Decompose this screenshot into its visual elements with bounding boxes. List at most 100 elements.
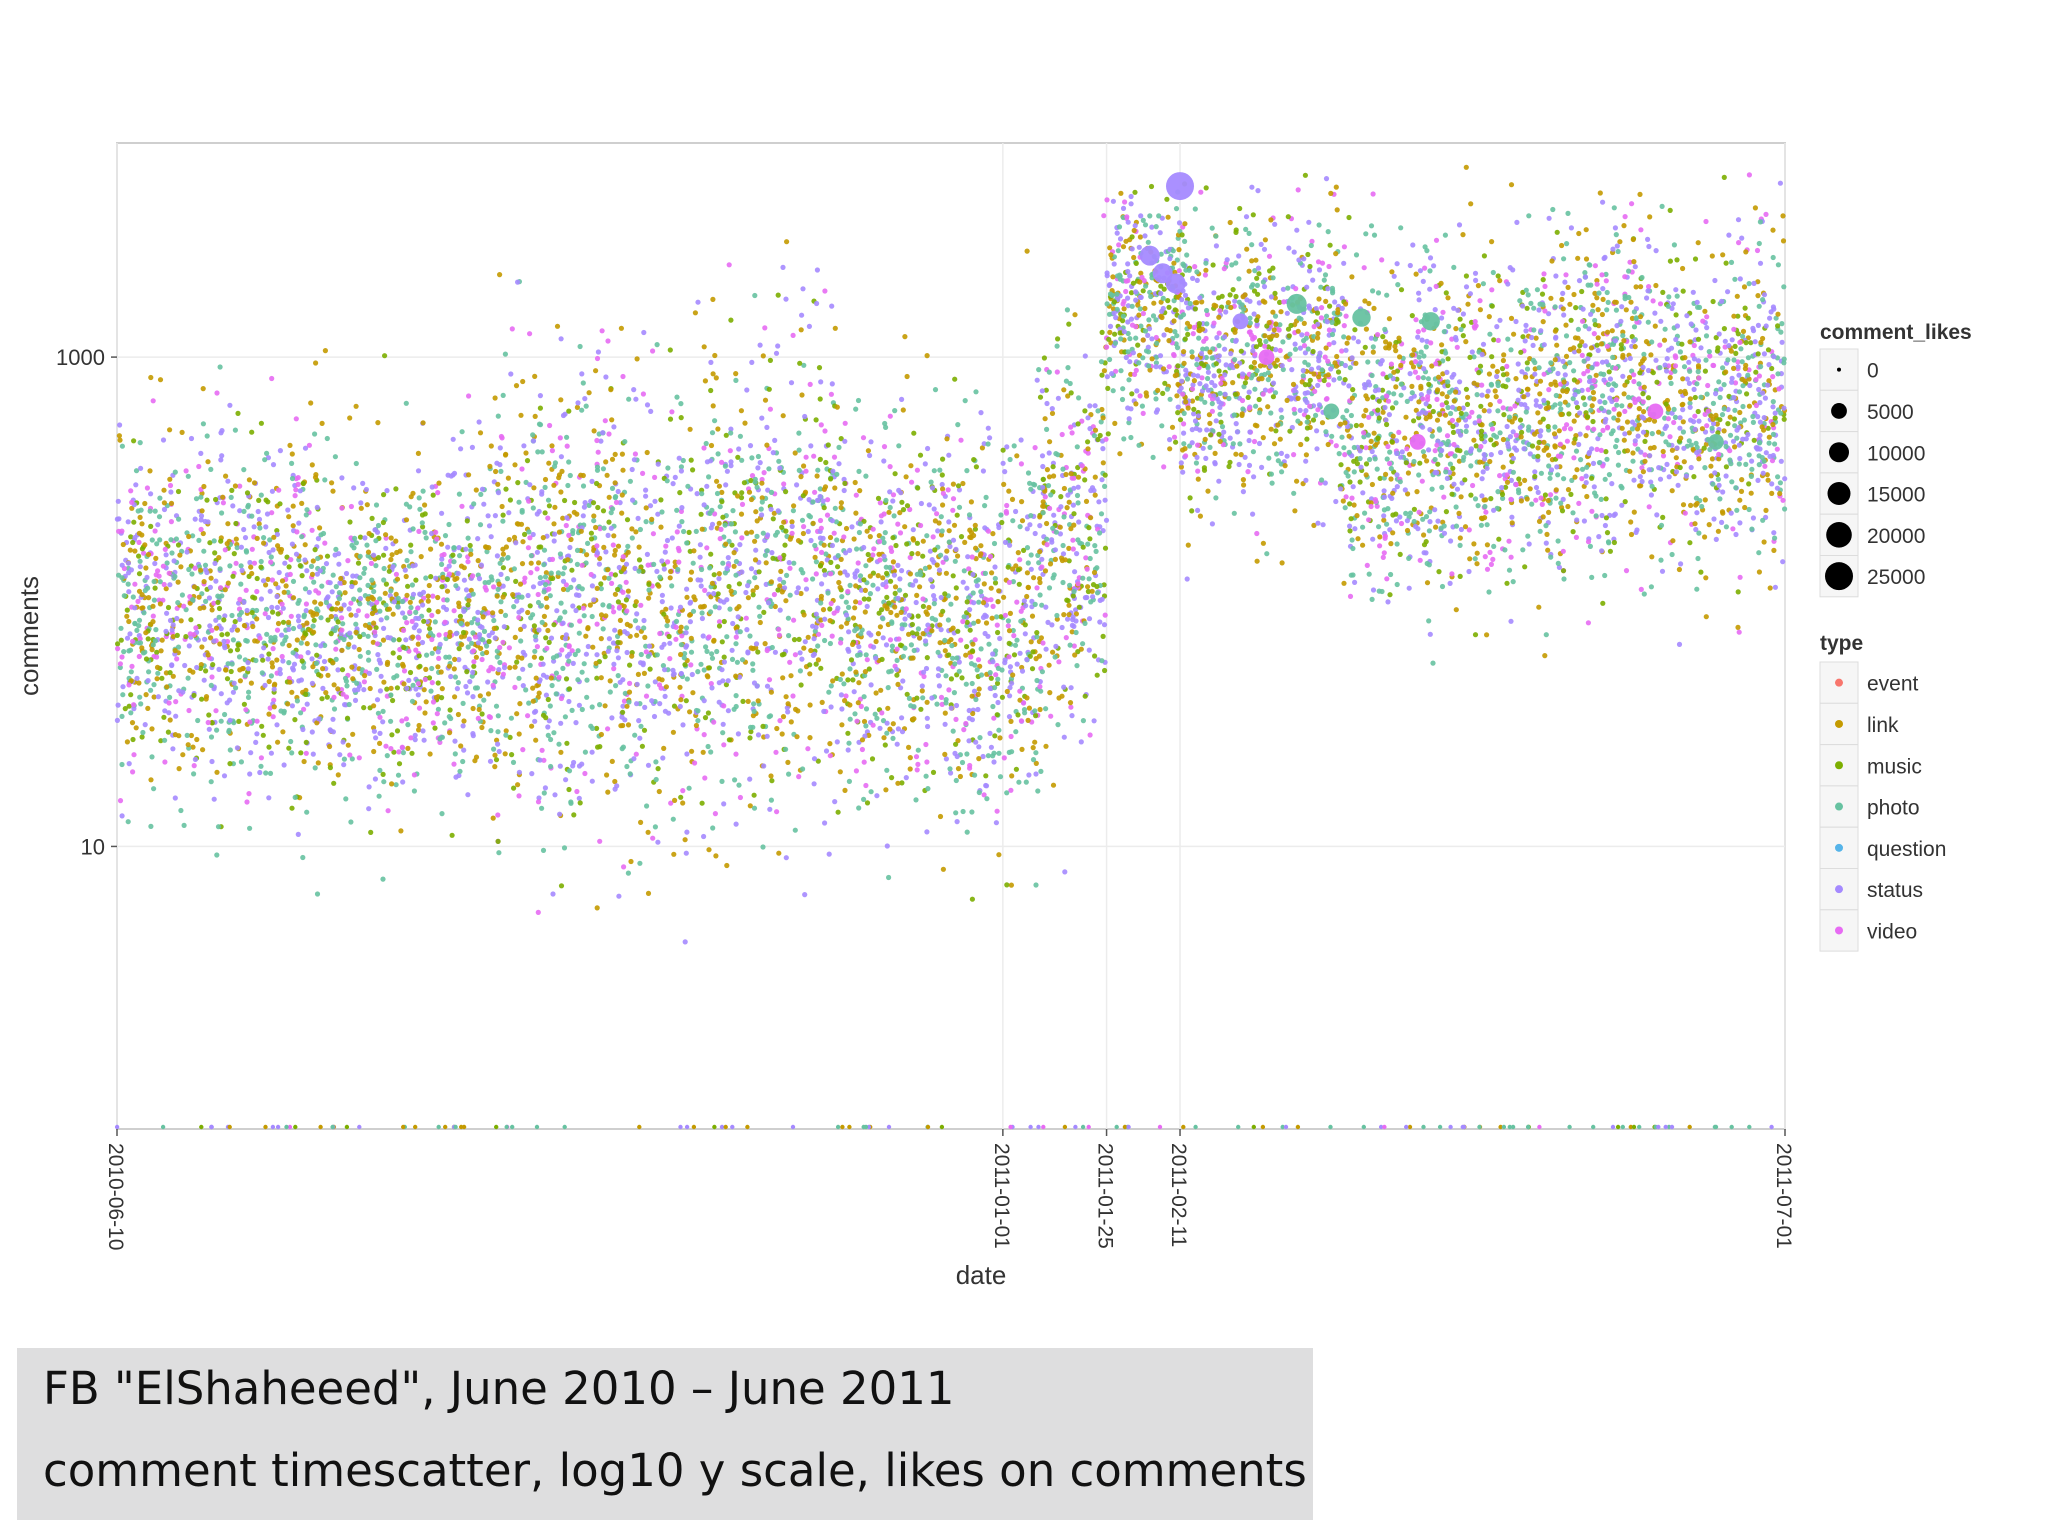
data-point-video bbox=[822, 288, 828, 294]
data-point-music bbox=[331, 780, 337, 786]
data-point-link bbox=[1017, 697, 1023, 703]
data-point-link bbox=[960, 480, 966, 487]
data-point-video bbox=[303, 750, 309, 756]
data-point-music bbox=[994, 712, 1000, 718]
data-point-link bbox=[517, 701, 523, 707]
data-point-link bbox=[330, 660, 336, 666]
data-point-status bbox=[644, 551, 651, 558]
data-point-link bbox=[750, 588, 756, 594]
data-point-photo bbox=[856, 805, 862, 811]
data-point-photo bbox=[202, 562, 209, 568]
data-point-music bbox=[1085, 439, 1091, 445]
data-point-status bbox=[218, 691, 224, 697]
data-point-music bbox=[939, 472, 945, 478]
data-point-photo bbox=[340, 621, 346, 627]
data-point-music bbox=[1027, 653, 1033, 659]
data-point-link bbox=[418, 554, 424, 560]
data-point-status bbox=[323, 561, 330, 567]
data-point-status bbox=[926, 502, 932, 508]
data-point-link bbox=[132, 548, 138, 554]
data-point-status bbox=[231, 623, 237, 630]
data-point-status bbox=[622, 629, 628, 635]
data-point-link bbox=[827, 534, 834, 541]
data-point-link bbox=[955, 553, 961, 559]
data-point-link bbox=[523, 450, 529, 456]
data-point-link bbox=[663, 606, 669, 612]
data-point-photo bbox=[410, 526, 416, 532]
data-point-status bbox=[496, 748, 502, 755]
data-point-photo bbox=[674, 507, 680, 513]
data-point-photo bbox=[1054, 343, 1060, 349]
data-point-music bbox=[302, 630, 308, 636]
data-point-link bbox=[944, 436, 950, 442]
data-point-music bbox=[230, 573, 236, 579]
data-point-status bbox=[274, 593, 280, 600]
data-point-music bbox=[964, 619, 970, 625]
data-point-link bbox=[512, 664, 518, 670]
data-point-status bbox=[520, 649, 526, 656]
data-point-video bbox=[541, 757, 547, 763]
data-point-link bbox=[929, 628, 935, 634]
data-point-video bbox=[1017, 688, 1023, 694]
data-point-photo bbox=[1094, 565, 1100, 571]
data-point-link bbox=[286, 642, 292, 649]
data-point-photo bbox=[310, 623, 316, 629]
data-point-link bbox=[200, 386, 206, 392]
data-point-link bbox=[488, 443, 494, 449]
data-point-photo bbox=[545, 497, 552, 503]
data-point-photo bbox=[622, 439, 628, 445]
data-point-video bbox=[857, 600, 863, 606]
data-point-status bbox=[943, 756, 950, 762]
data-point-status bbox=[305, 650, 311, 656]
data-point-status bbox=[765, 487, 771, 493]
data-point-photo bbox=[862, 672, 868, 679]
data-point-status bbox=[192, 756, 198, 763]
data-point-link bbox=[517, 581, 524, 587]
data-point-link bbox=[883, 787, 889, 793]
data-point-photo bbox=[484, 643, 490, 649]
data-point-status bbox=[166, 710, 172, 716]
data-point-photo bbox=[254, 607, 260, 614]
data-point-photo bbox=[883, 497, 889, 503]
data-point-status bbox=[997, 635, 1003, 642]
data-point-music bbox=[924, 655, 930, 661]
data-point-link bbox=[747, 803, 753, 809]
data-point-link bbox=[161, 500, 167, 506]
data-point-status bbox=[676, 523, 682, 529]
data-point-status bbox=[309, 729, 315, 735]
data-point-photo bbox=[377, 596, 383, 602]
data-point-photo bbox=[238, 563, 244, 569]
data-point-photo bbox=[978, 589, 984, 595]
data-point-status bbox=[194, 664, 200, 671]
data-point-status bbox=[939, 481, 945, 488]
data-point-video bbox=[645, 562, 651, 568]
data-point-link bbox=[1092, 427, 1099, 433]
data-point-status bbox=[570, 603, 576, 609]
data-point-video bbox=[930, 534, 936, 540]
data-point-link bbox=[339, 647, 345, 653]
data-point-photo bbox=[119, 713, 125, 720]
data-point-link bbox=[213, 625, 220, 631]
data-point-music bbox=[861, 596, 867, 602]
data-point-status bbox=[614, 648, 620, 654]
data-point-photo bbox=[902, 645, 908, 651]
data-point-status bbox=[302, 557, 308, 563]
data-point-status bbox=[635, 515, 641, 522]
data-point-status bbox=[1087, 426, 1093, 432]
data-point-music bbox=[835, 564, 841, 570]
data-point-link bbox=[633, 529, 639, 535]
data-point-music bbox=[300, 480, 306, 486]
data-point-video bbox=[828, 600, 834, 607]
data-point-status bbox=[115, 498, 121, 504]
data-point-music bbox=[236, 718, 242, 725]
data-point-link bbox=[401, 681, 407, 687]
data-point-photo bbox=[380, 876, 386, 882]
data-point-status bbox=[745, 649, 751, 655]
data-point-music bbox=[394, 728, 401, 734]
data-point-photo bbox=[211, 538, 217, 544]
data-point-link bbox=[410, 634, 416, 640]
data-point-music bbox=[254, 575, 260, 582]
data-point-status bbox=[573, 720, 579, 726]
data-point-photo bbox=[125, 581, 131, 587]
data-point-photo bbox=[762, 552, 769, 558]
